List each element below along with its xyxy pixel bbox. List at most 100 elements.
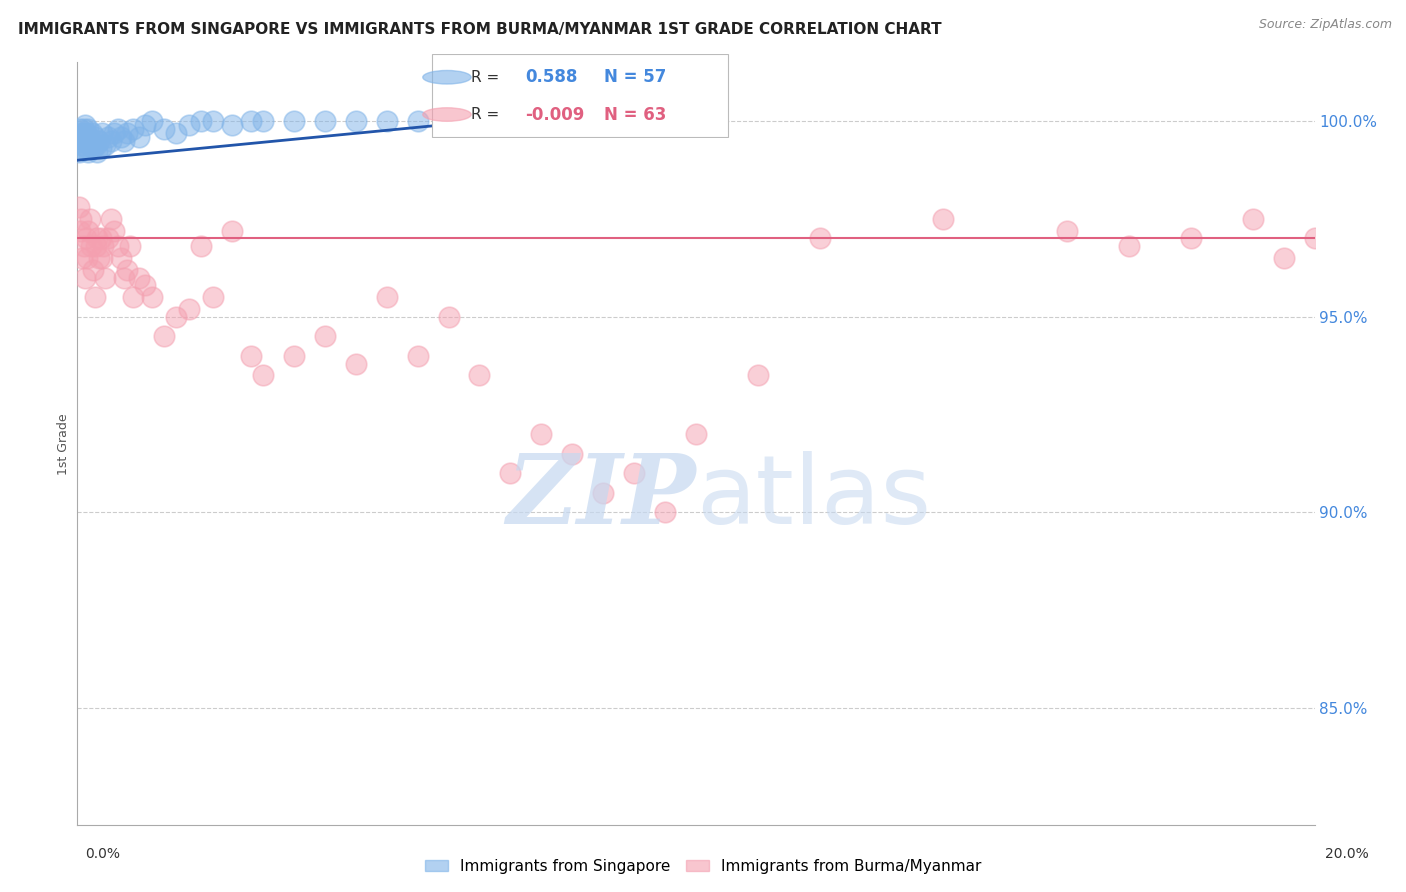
Point (468, 368, 491, 383)
Point (72, 251, 94, 265)
Point (100, 211, 122, 226)
Point (252, 368, 274, 383)
Point (72, 239, 94, 253)
Point (69, 224, 91, 238)
Point (103, 224, 125, 238)
Point (90, 141, 112, 155)
Point (499, 114, 522, 128)
FancyBboxPatch shape (432, 54, 728, 137)
Point (314, 114, 336, 128)
Point (97, 129, 120, 144)
Text: 0.588: 0.588 (526, 69, 578, 87)
Point (932, 211, 955, 226)
Point (80, 239, 103, 253)
Point (73, 122, 96, 136)
Point (115, 126, 138, 140)
Point (177, 118, 200, 132)
Point (654, 505, 676, 519)
Point (623, 466, 645, 480)
Point (808, 231, 831, 245)
Point (100, 134, 122, 148)
Point (685, 427, 707, 442)
Point (375, 290, 398, 304)
Y-axis label: 1st Grade: 1st Grade (58, 413, 70, 475)
Text: IMMIGRANTS FROM SINGAPORE VS IMMIGRANTS FROM BURMA/MYANMAR 1ST GRADE CORRELATION: IMMIGRANTS FROM SINGAPORE VS IMMIGRANTS … (18, 22, 942, 37)
Point (499, 466, 522, 480)
Point (118, 239, 141, 253)
Point (1303, 231, 1326, 245)
Text: atlas: atlas (696, 450, 931, 543)
Text: N = 57: N = 57 (605, 69, 666, 87)
Point (91, 126, 114, 140)
Point (72, 137, 94, 152)
Point (79, 137, 101, 152)
Point (165, 126, 187, 140)
Point (314, 329, 336, 343)
Point (77, 224, 100, 238)
Point (86, 231, 108, 245)
Circle shape (423, 108, 471, 121)
Text: N = 63: N = 63 (605, 105, 666, 123)
Point (406, 114, 429, 128)
Point (252, 114, 274, 128)
Point (77, 129, 100, 144)
Point (87, 251, 110, 265)
Point (82, 141, 104, 155)
Point (94, 137, 117, 152)
Point (103, 126, 125, 140)
Point (406, 349, 429, 363)
Point (1180, 231, 1202, 245)
Point (67, 200, 90, 214)
Text: 20.0%: 20.0% (1324, 847, 1369, 861)
Point (1272, 251, 1295, 265)
Point (72, 129, 94, 144)
Point (86, 145, 108, 160)
Point (468, 114, 491, 128)
Point (202, 114, 225, 128)
Point (67, 145, 90, 160)
Point (75, 129, 97, 144)
Point (84, 239, 107, 253)
Point (344, 357, 367, 371)
Point (76, 251, 98, 265)
Point (221, 224, 243, 238)
Point (1056, 224, 1078, 238)
Point (76, 122, 98, 136)
Text: -0.009: -0.009 (526, 105, 585, 123)
Point (75, 126, 97, 140)
Point (128, 129, 150, 144)
Point (239, 349, 262, 363)
Point (82, 262, 104, 277)
Point (107, 122, 129, 136)
Text: R =: R = (471, 70, 499, 85)
Point (375, 114, 398, 128)
Point (344, 114, 367, 128)
Point (84, 137, 107, 152)
Point (437, 114, 460, 128)
Point (437, 310, 460, 324)
Point (79, 211, 101, 226)
Point (70, 211, 93, 226)
Point (83, 129, 105, 144)
Point (82, 126, 104, 140)
Point (153, 122, 176, 136)
Point (94, 270, 117, 285)
Point (561, 446, 583, 460)
Point (115, 262, 138, 277)
Point (67, 134, 90, 148)
Point (97, 231, 120, 245)
Point (70, 141, 93, 155)
Point (530, 427, 553, 442)
Point (128, 270, 150, 285)
Point (70, 126, 93, 140)
Point (110, 129, 132, 144)
Point (80, 134, 103, 148)
Point (592, 485, 614, 500)
Point (112, 270, 135, 285)
Point (90, 231, 112, 245)
Text: 0.0%: 0.0% (86, 847, 120, 861)
Point (83, 290, 105, 304)
Point (69, 129, 91, 144)
Point (202, 290, 225, 304)
Point (107, 239, 129, 253)
